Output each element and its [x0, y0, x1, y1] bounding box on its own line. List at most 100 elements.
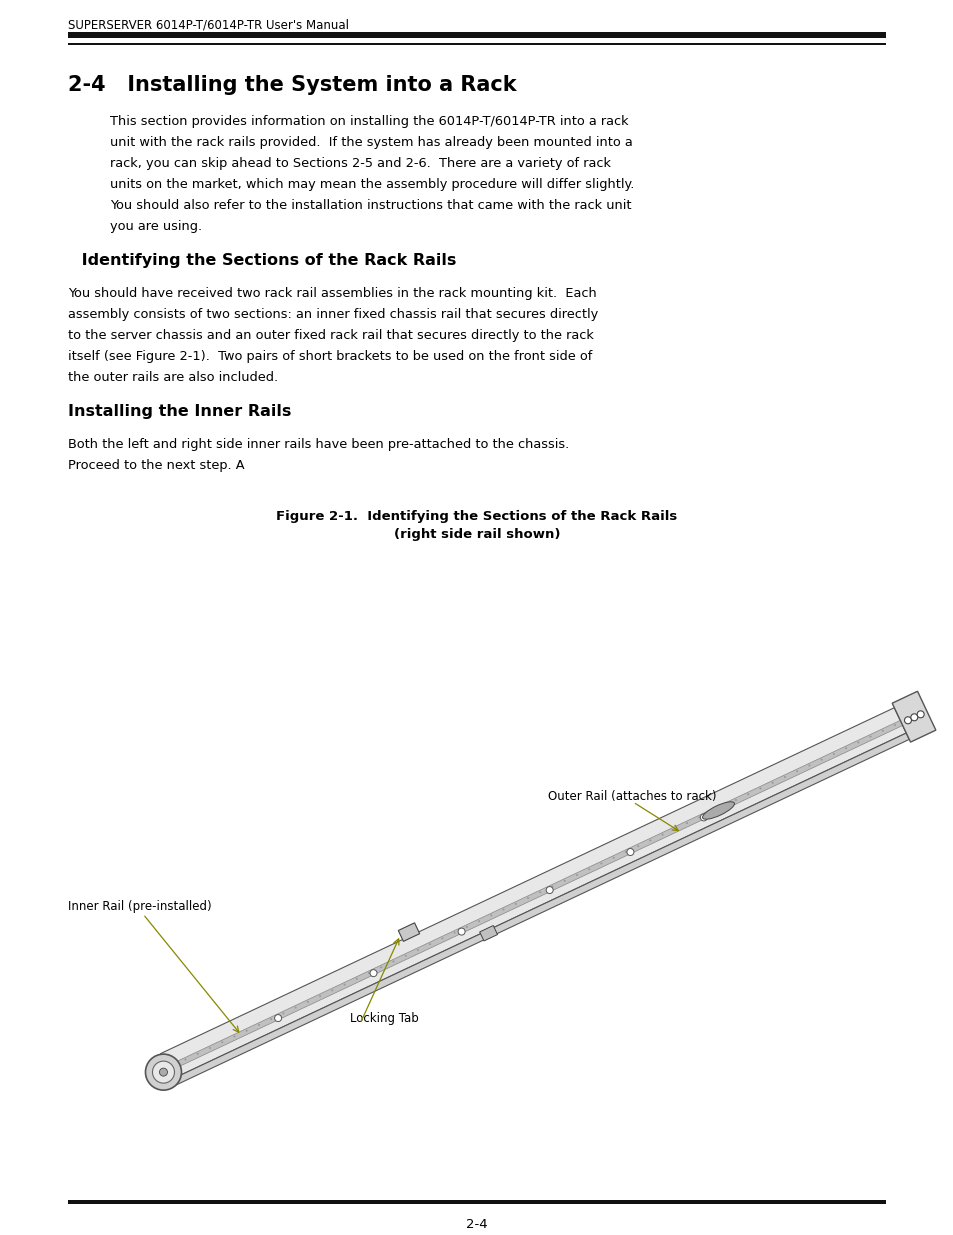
- Circle shape: [416, 948, 418, 951]
- Text: SUPERSERVER 6014P-T/6014P-TR User's Manual: SUPERSERVER 6014P-T/6014P-TR User's Manu…: [68, 19, 349, 31]
- Circle shape: [893, 724, 895, 726]
- Bar: [68, 43, 885, 44]
- Circle shape: [546, 887, 553, 894]
- Circle shape: [844, 747, 846, 750]
- Circle shape: [246, 1030, 248, 1031]
- Circle shape: [746, 793, 748, 795]
- Text: unit with the rack rails provided.  If the system has already been mounted into : unit with the rack rails provided. If th…: [110, 136, 632, 149]
- Text: Figure 2-1.  Identifying the Sections of the Rack Rails: Figure 2-1. Identifying the Sections of …: [276, 510, 677, 522]
- Circle shape: [429, 944, 431, 945]
- Circle shape: [626, 848, 633, 856]
- Circle shape: [881, 730, 882, 732]
- Text: Proceed to the next step. A: Proceed to the next step. A: [68, 459, 244, 472]
- Circle shape: [734, 799, 737, 802]
- Polygon shape: [479, 925, 497, 941]
- Text: the outer rails are also included.: the outer rails are also included.: [68, 370, 278, 384]
- Circle shape: [196, 1052, 198, 1055]
- Polygon shape: [166, 720, 902, 1072]
- Text: Installing the Inner Rails: Installing the Inner Rails: [68, 404, 291, 419]
- Circle shape: [515, 903, 517, 905]
- Circle shape: [392, 961, 394, 962]
- Circle shape: [910, 714, 917, 721]
- Polygon shape: [172, 734, 908, 1086]
- Circle shape: [502, 909, 504, 910]
- Bar: [68, 32, 885, 38]
- Text: Both the left and right side inner rails have been pre-attached to the chassis.: Both the left and right side inner rails…: [68, 438, 569, 451]
- Circle shape: [274, 1015, 281, 1021]
- Text: rack, you can skip ahead to Sections 2-5 and 2-6.  There are a variety of rack: rack, you can skip ahead to Sections 2-5…: [110, 157, 610, 170]
- Circle shape: [152, 1061, 174, 1083]
- Circle shape: [916, 711, 923, 718]
- Circle shape: [270, 1018, 272, 1020]
- Circle shape: [612, 857, 614, 858]
- Circle shape: [294, 1007, 296, 1009]
- Text: to the server chassis and an outer fixed rack rail that secures directly to the : to the server chassis and an outer fixed…: [68, 329, 594, 342]
- Circle shape: [771, 782, 773, 784]
- Circle shape: [796, 771, 798, 772]
- Text: You should also refer to the installation instructions that came with the rack u: You should also refer to the installatio…: [110, 199, 631, 212]
- Text: Inner Rail (pre-installed): Inner Rail (pre-installed): [68, 900, 212, 913]
- Bar: [68, 1200, 885, 1204]
- Text: You should have received two rack rail assemblies in the rack mounting kit.  Eac: You should have received two rack rail a…: [68, 287, 597, 300]
- Text: units on the market, which may mean the assembly procedure will differ slightly.: units on the market, which may mean the …: [110, 178, 634, 191]
- Circle shape: [282, 1013, 284, 1014]
- Text: 2-4   Installing the System into a Rack: 2-4 Installing the System into a Rack: [68, 75, 517, 95]
- Circle shape: [490, 914, 492, 916]
- Circle shape: [184, 1058, 186, 1061]
- Circle shape: [257, 1024, 259, 1026]
- Circle shape: [355, 978, 357, 979]
- Circle shape: [832, 753, 834, 755]
- Circle shape: [660, 834, 663, 836]
- Circle shape: [868, 736, 871, 737]
- Circle shape: [209, 1047, 211, 1049]
- Circle shape: [700, 814, 706, 821]
- Circle shape: [759, 788, 760, 789]
- Polygon shape: [891, 692, 935, 742]
- Circle shape: [538, 892, 540, 893]
- Circle shape: [637, 845, 639, 847]
- Circle shape: [404, 955, 406, 957]
- Text: Identifying the Sections of the Rack Rails: Identifying the Sections of the Rack Rai…: [76, 253, 456, 268]
- Text: Outer Rail (attaches to rack): Outer Rail (attaches to rack): [547, 790, 716, 803]
- Circle shape: [551, 885, 553, 888]
- Text: Locking Tab: Locking Tab: [350, 1011, 418, 1025]
- Circle shape: [318, 995, 321, 997]
- Circle shape: [454, 931, 456, 934]
- Text: itself (see Figure 2-1).  Two pairs of short brackets to be used on the front si: itself (see Figure 2-1). Two pairs of sh…: [68, 350, 592, 363]
- Circle shape: [857, 741, 859, 743]
- Circle shape: [807, 764, 809, 767]
- Ellipse shape: [701, 802, 734, 819]
- Polygon shape: [397, 923, 419, 941]
- Circle shape: [380, 966, 382, 968]
- Text: you are using.: you are using.: [110, 220, 202, 233]
- Circle shape: [368, 972, 370, 974]
- Circle shape: [441, 937, 443, 940]
- Circle shape: [722, 805, 724, 806]
- Circle shape: [649, 840, 651, 841]
- Circle shape: [599, 862, 601, 864]
- Circle shape: [477, 920, 479, 923]
- Circle shape: [820, 758, 821, 761]
- Circle shape: [159, 1068, 168, 1076]
- Circle shape: [624, 851, 626, 853]
- Circle shape: [783, 776, 785, 778]
- Circle shape: [673, 827, 675, 830]
- Circle shape: [588, 868, 590, 871]
- Text: assembly consists of two sections: an inner fixed chassis rail that secures dire: assembly consists of two sections: an in…: [68, 308, 598, 321]
- Circle shape: [145, 1055, 181, 1091]
- Circle shape: [903, 716, 910, 724]
- Circle shape: [307, 1000, 309, 1003]
- Circle shape: [331, 989, 333, 992]
- Circle shape: [563, 879, 565, 882]
- Circle shape: [172, 1065, 174, 1066]
- Circle shape: [526, 897, 529, 899]
- Circle shape: [685, 823, 687, 824]
- Circle shape: [343, 983, 345, 986]
- Circle shape: [221, 1041, 223, 1044]
- Circle shape: [370, 969, 376, 977]
- Circle shape: [576, 874, 578, 876]
- Circle shape: [698, 816, 700, 819]
- Circle shape: [710, 810, 712, 813]
- Circle shape: [465, 926, 467, 927]
- Polygon shape: [160, 708, 905, 1079]
